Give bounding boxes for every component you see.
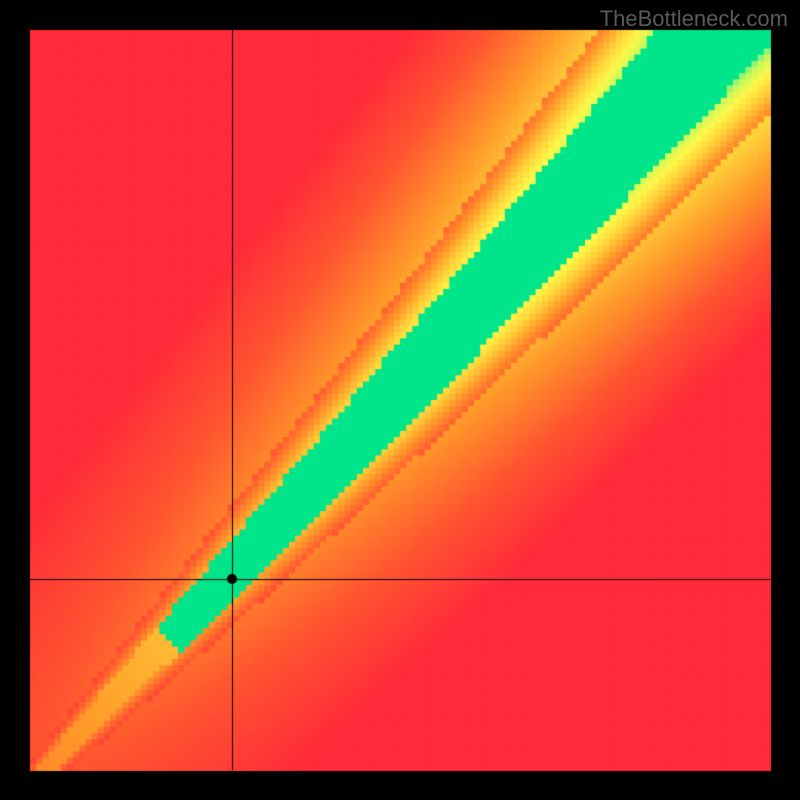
watermark-text: TheBottleneck.com <box>600 6 788 32</box>
bottleneck-heatmap <box>0 0 800 800</box>
